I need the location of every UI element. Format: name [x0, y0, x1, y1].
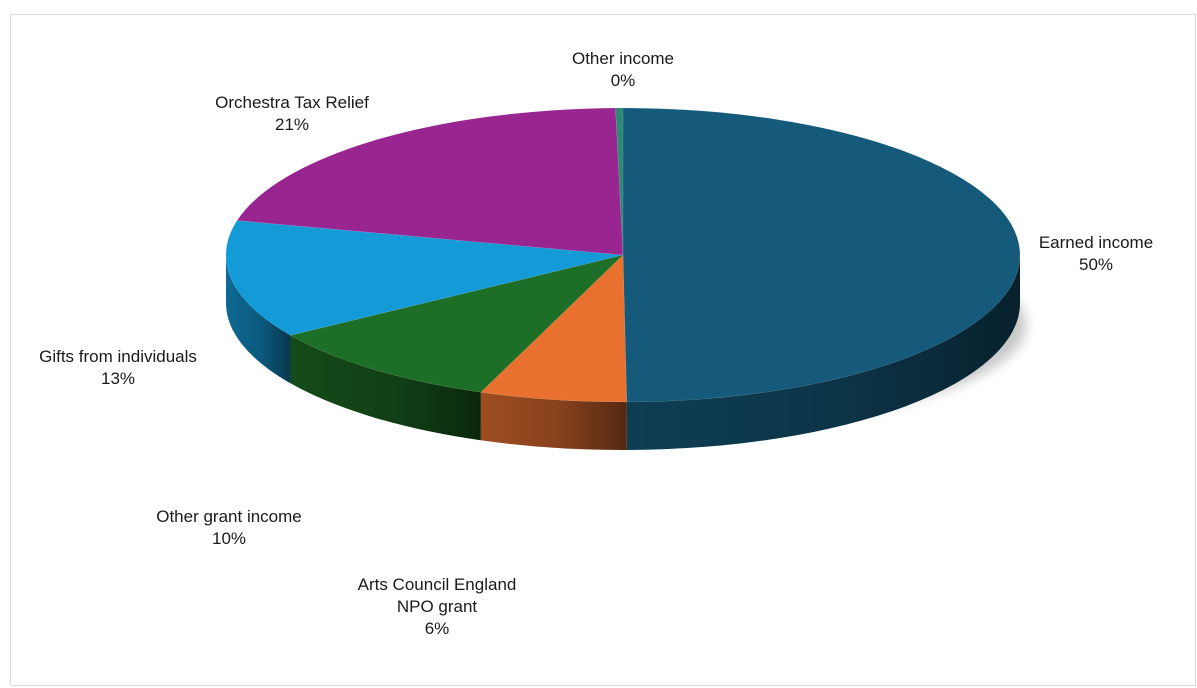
data-label-3: Gifts from individuals 13%: [39, 347, 197, 388]
data-label-name: Earned income: [1039, 233, 1153, 252]
data-label-name: Other income: [572, 49, 674, 68]
pie-top: [225, 107, 1021, 403]
data-label-name: NPO grant: [397, 597, 478, 616]
slice-other-grant-income: [289, 254, 624, 393]
data-label-5: Other income 0%: [572, 49, 674, 90]
slice-side-shade-3: [226, 255, 291, 384]
slice-side-shade-2: [290, 335, 481, 441]
data-label-value: 6%: [425, 619, 450, 638]
slice-gifts-from-individuals: [225, 220, 624, 336]
slice-other-income: [615, 107, 624, 256]
slice-earned-income: [622, 107, 1021, 403]
data-label-name: Orchestra Tax Relief: [215, 93, 369, 112]
data-label-value: 21%: [275, 115, 309, 134]
slice-side-shade-0: [626, 255, 1020, 450]
data-label-value: 13%: [101, 369, 135, 388]
data-label-0: Earned income 50%: [1039, 233, 1153, 274]
data-label-name: Arts Council England: [358, 575, 517, 594]
data-label-value: 0%: [611, 71, 636, 90]
data-label-name: Other grant income: [156, 507, 302, 526]
data-label-4: Orchestra Tax Relief 21%: [215, 93, 369, 134]
data-label-value: 50%: [1079, 255, 1113, 274]
data-label-value: 10%: [212, 529, 246, 548]
slice-side-shade-1: [480, 392, 627, 450]
data-label-2: Other grant income 10%: [156, 507, 302, 548]
data-labels: Earned income 50% Arts Council England NPO …: [39, 49, 1153, 638]
data-label-name: Gifts from individuals: [39, 347, 197, 366]
data-label-1: Arts Council England NPO grant 6%: [358, 575, 517, 638]
pie-sides: [226, 255, 1020, 450]
slice-orchestra-tax-relief: [236, 107, 624, 256]
slice-arts-council-england-npo-grant: [480, 254, 627, 403]
